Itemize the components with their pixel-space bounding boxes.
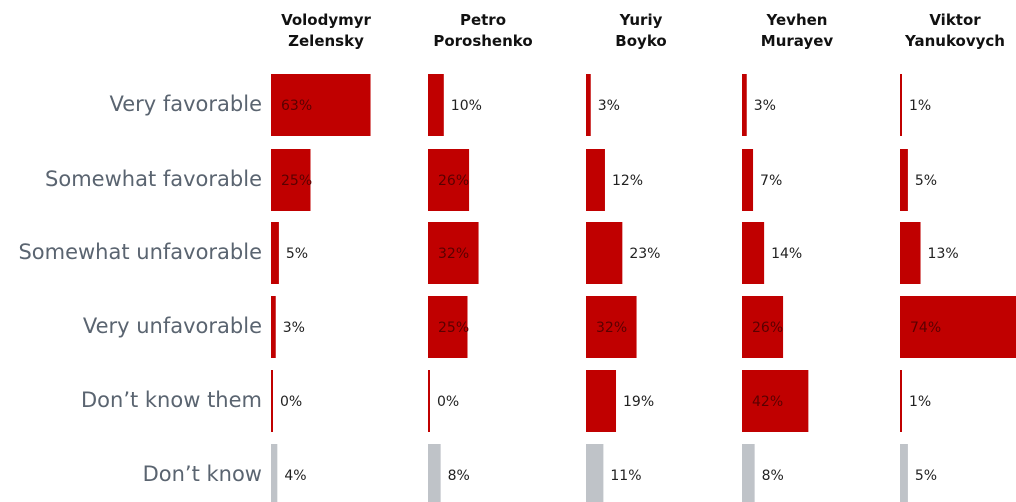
bar bbox=[742, 296, 784, 358]
bar bbox=[271, 222, 279, 284]
value-label: 0% bbox=[280, 394, 302, 410]
value-label: 11% bbox=[610, 468, 641, 484]
series-header: Volodymyr Zelensky bbox=[281, 11, 371, 50]
value-label: 63% bbox=[281, 98, 312, 114]
bar bbox=[586, 444, 604, 502]
bar bbox=[900, 370, 902, 432]
value-label: 8% bbox=[448, 468, 470, 484]
value-label: 23% bbox=[629, 246, 660, 262]
value-label: 12% bbox=[612, 173, 643, 189]
bar bbox=[586, 74, 591, 136]
value-label: 3% bbox=[598, 98, 620, 114]
bar bbox=[900, 222, 921, 284]
value-label: 1% bbox=[909, 98, 931, 114]
value-label: 13% bbox=[928, 246, 959, 262]
category-label: Don’t know them bbox=[81, 388, 262, 412]
value-label: 5% bbox=[286, 246, 308, 262]
value-label: 25% bbox=[281, 173, 312, 189]
category-label: Don’t know bbox=[143, 462, 262, 486]
bar bbox=[742, 222, 765, 284]
value-label: 8% bbox=[762, 468, 784, 484]
bar bbox=[900, 296, 1016, 358]
value-label: 0% bbox=[437, 394, 459, 410]
value-label: 26% bbox=[752, 320, 783, 336]
value-label: 19% bbox=[623, 394, 654, 410]
bar bbox=[742, 370, 809, 432]
bar bbox=[428, 222, 479, 284]
value-label: 26% bbox=[438, 173, 469, 189]
bar bbox=[271, 74, 371, 136]
bar bbox=[742, 149, 754, 211]
bar bbox=[742, 444, 755, 502]
bar bbox=[428, 74, 444, 136]
series-header: Yevhen Murayev bbox=[760, 11, 834, 50]
bar bbox=[428, 296, 468, 358]
value-label: 5% bbox=[915, 173, 937, 189]
bar bbox=[900, 149, 908, 211]
value-label: 5% bbox=[915, 468, 937, 484]
bar bbox=[586, 296, 637, 358]
value-label: 42% bbox=[752, 394, 783, 410]
series-header: Petro Poroshenko bbox=[433, 11, 533, 50]
category-label: Somewhat unfavorable bbox=[18, 240, 262, 264]
bar bbox=[271, 296, 276, 358]
bar bbox=[742, 74, 747, 136]
value-label: 10% bbox=[451, 98, 482, 114]
value-label: 14% bbox=[771, 246, 802, 262]
value-label: 32% bbox=[438, 246, 469, 262]
bar bbox=[586, 222, 623, 284]
bar bbox=[271, 444, 278, 502]
bar bbox=[271, 149, 311, 211]
value-label: 3% bbox=[754, 98, 776, 114]
value-label: 74% bbox=[910, 320, 941, 336]
bar bbox=[900, 444, 908, 502]
bar bbox=[586, 370, 617, 432]
bar bbox=[428, 444, 441, 502]
value-label: 32% bbox=[596, 320, 627, 336]
category-label: Very unfavorable bbox=[83, 314, 262, 338]
value-label: 3% bbox=[283, 320, 305, 336]
series-header: Yuriy Boyko bbox=[615, 11, 667, 50]
series-header: Viktor Yanukovych bbox=[905, 11, 1005, 50]
value-label: 7% bbox=[760, 173, 782, 189]
value-label: 25% bbox=[438, 320, 469, 336]
bar bbox=[428, 149, 470, 211]
value-label: 1% bbox=[909, 394, 931, 410]
value-label: 4% bbox=[284, 468, 306, 484]
bar bbox=[900, 74, 902, 136]
category-label: Somewhat favorable bbox=[45, 167, 262, 191]
category-label: Very favorable bbox=[109, 92, 262, 116]
bar bbox=[586, 149, 605, 211]
